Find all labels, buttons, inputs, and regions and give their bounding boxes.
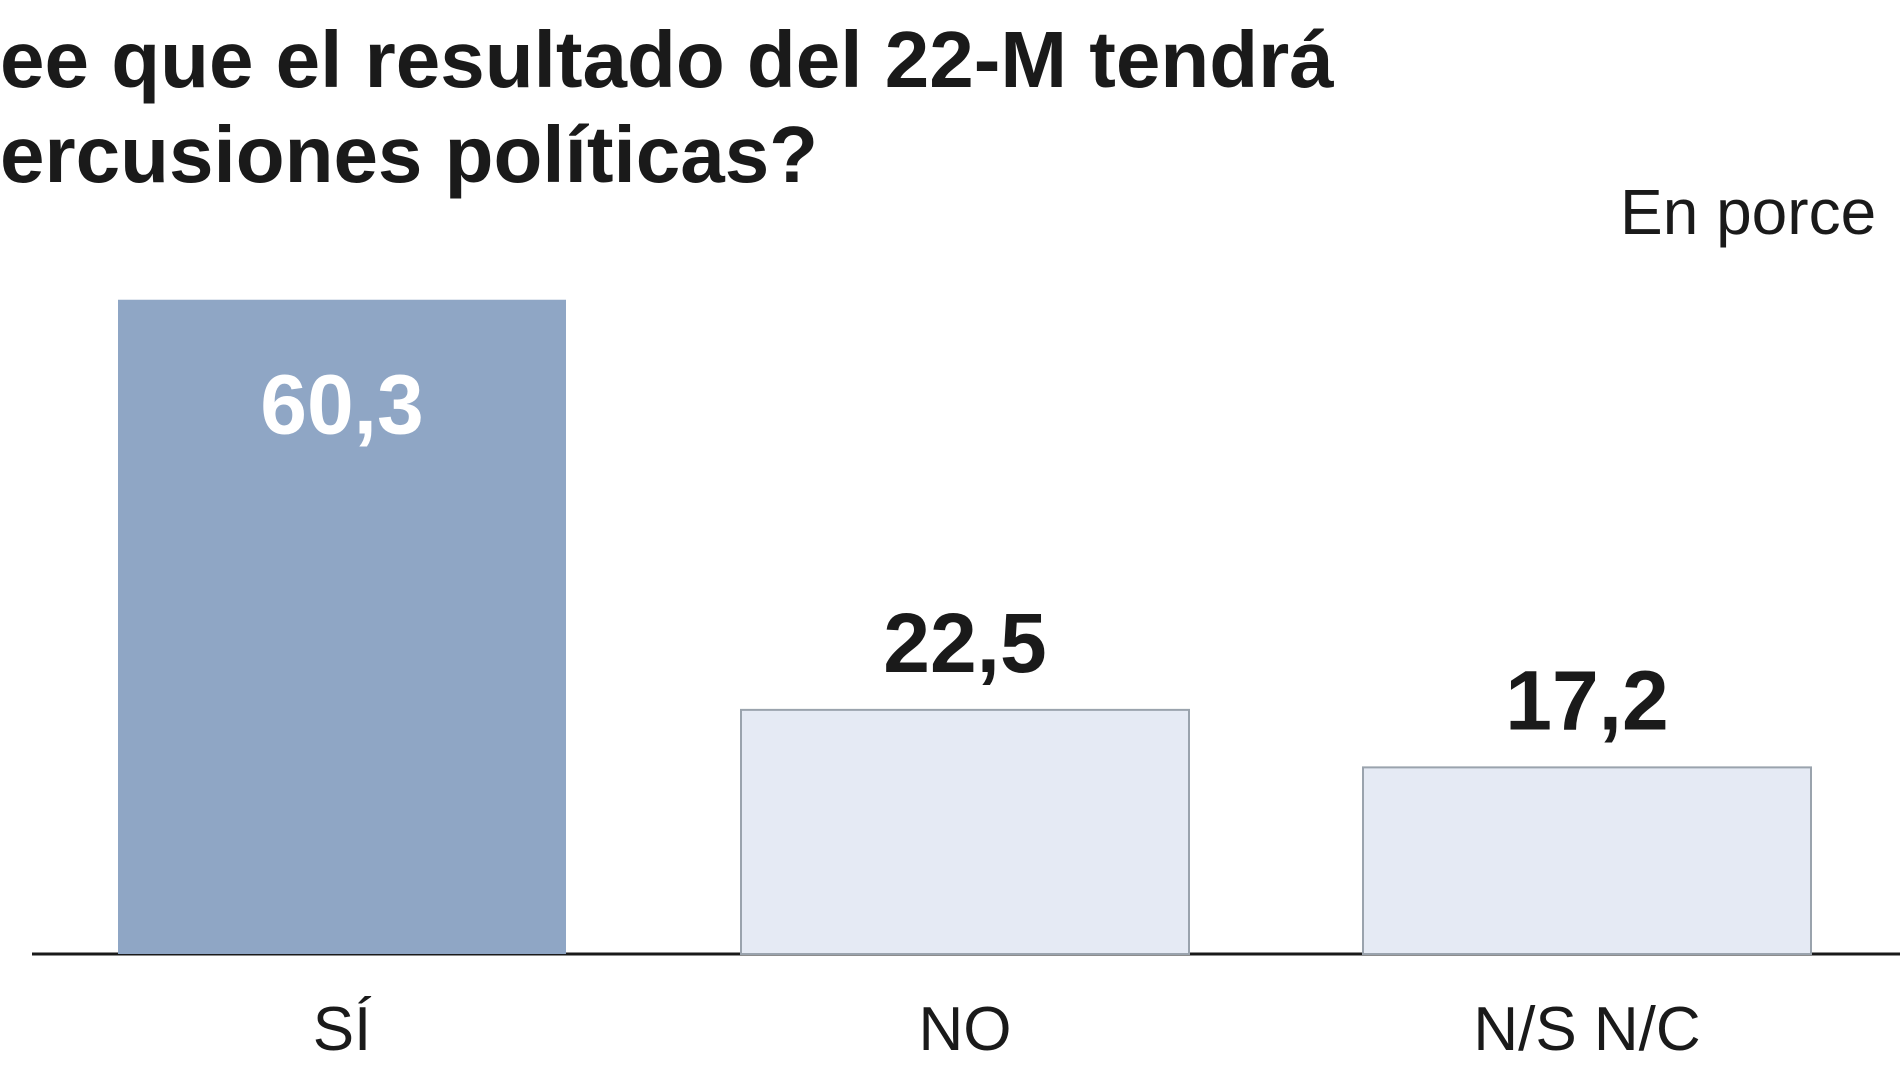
value-label: 17,2 — [1505, 653, 1669, 747]
bar — [1362, 766, 1812, 955]
value-label: 60,3 — [260, 358, 424, 452]
value-label: 22,5 — [883, 596, 1047, 690]
bar — [118, 299, 566, 954]
chart-title: ee que el resultado del 22-M tendrá — [0, 15, 1334, 104]
bar — [740, 708, 1190, 955]
x-tick-label: N/S N/C — [1473, 995, 1700, 1064]
x-tick-label: NO — [919, 995, 1012, 1064]
chart-subtitle: En porce — [1620, 176, 1876, 248]
x-tick-label: SÍ — [313, 995, 372, 1064]
chart-title: ercusiones políticas? — [0, 110, 818, 199]
